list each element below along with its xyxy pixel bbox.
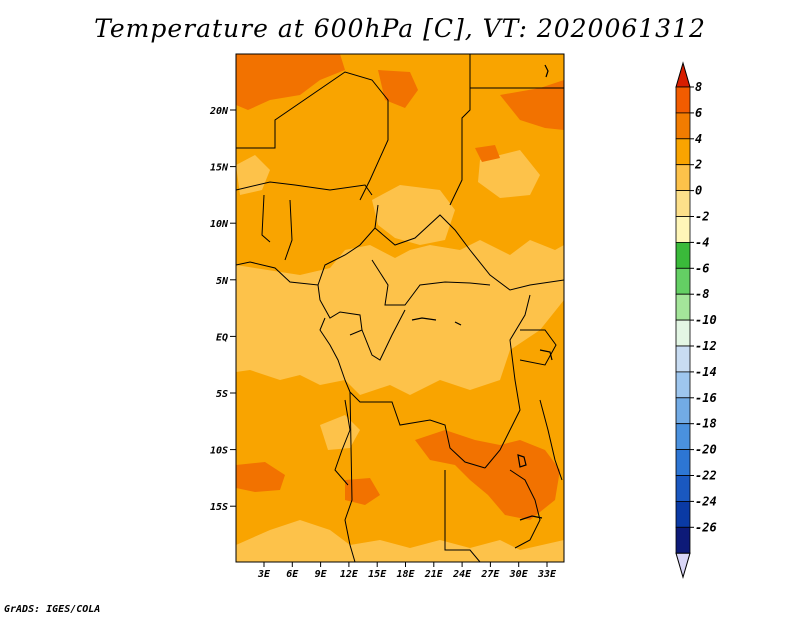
colorbar-band [675, 371, 691, 399]
field-region-4-6 [415, 430, 560, 520]
colorbar-band [675, 293, 691, 321]
colorbar-label: -2 [695, 210, 709, 224]
lat-tick-label: 10S [210, 446, 228, 457]
lon-tick-label: 9E [315, 569, 328, 580]
field-region-4-6 [345, 478, 380, 505]
colorbar-label: -12 [695, 339, 717, 353]
colorbar: 8 6 4 2 0 -2 -4 -6 -8 -10 -12 -14 -16 -18 -20 -22 -24 -26 [675, 61, 717, 579]
colorbar-band [675, 475, 691, 502]
colorbar-band [675, 164, 691, 191]
lat-tick-label: EQ [216, 332, 228, 343]
colorbar-label: -22 [695, 469, 717, 483]
lon-tick-label: 30E [509, 569, 529, 580]
colorbar-band [675, 500, 691, 528]
field-region-4-6 [475, 145, 500, 162]
colorbar-top-cap [675, 61, 691, 88]
colorbar-label: 8 [695, 80, 702, 94]
colorbar-band [675, 138, 691, 166]
field-region-4-6 [500, 80, 564, 130]
lon-tick-label: 6E [286, 569, 299, 580]
field-region-0-2 [236, 155, 270, 195]
lat-tick-label: 5S [216, 389, 228, 400]
lon-tick-label: 3E [257, 569, 271, 580]
lon-tick-label: 21E [424, 569, 444, 580]
colorbar-label: 4 [695, 132, 702, 146]
lat-tick-label: 5N [216, 276, 229, 287]
colorbar-label: -6 [695, 261, 709, 275]
field-region-0-2 [320, 415, 360, 450]
footer-credit: GrADS: IGES/COLA [4, 604, 101, 615]
colorbar-band [675, 190, 691, 217]
colorbar-label: -10 [695, 313, 717, 327]
colorbar-band [675, 449, 691, 476]
colorbar-band [675, 423, 691, 451]
colorbar-label: -26 [695, 520, 717, 534]
lat-tick-label: 10N [210, 219, 229, 230]
lat-tick-label: 15N [210, 163, 229, 174]
lon-tick-label: 27E [480, 569, 500, 580]
colorbar-label: -8 [695, 287, 709, 301]
colorbar-label: -4 [695, 235, 709, 249]
colorbar-band [675, 397, 691, 425]
colorbar-bottom-cap [675, 552, 691, 579]
lon-tick-label: 15E [368, 569, 387, 580]
colorbar-label: -20 [695, 443, 717, 457]
colorbar-label: -16 [695, 391, 717, 405]
field-region-4-6 [236, 462, 285, 492]
lat-tick-label: 20N [209, 106, 229, 117]
field-region-0-2 [236, 520, 564, 562]
lon-tick-label: 33E [537, 569, 557, 580]
map-title: Temperature at 600hPa [C], VT: 202006131… [94, 14, 706, 43]
colorbar-band [675, 526, 691, 554]
colorbar-band [675, 241, 691, 269]
colorbar-label: -14 [695, 365, 717, 379]
colorbar-label: -18 [695, 417, 717, 431]
colorbar-band [675, 267, 691, 295]
field-region-0-2 [236, 240, 564, 395]
lake-outlines [411, 64, 553, 521]
colorbar-band [675, 112, 691, 140]
latitude-axis: 20N 15N 10N 5N EQ 5S 10S 15S [209, 106, 236, 513]
lat-tick-label: 15S [210, 502, 228, 513]
country-borders [236, 54, 564, 562]
temperature-field [236, 54, 564, 562]
field-region-4-6 [236, 54, 345, 110]
colorbar-label: 6 [695, 106, 702, 120]
colorbar-label: -24 [695, 494, 717, 508]
colorbar-band [675, 319, 691, 347]
field-region-4-6 [378, 70, 418, 108]
lon-tick-label: 12E [340, 569, 359, 580]
lon-tick-label: 18E [396, 569, 415, 580]
colorbar-label: 0 [695, 184, 702, 198]
field-region-0-2 [478, 150, 540, 198]
colorbar-label: 2 [694, 158, 702, 172]
field-region-0-2 [372, 185, 455, 245]
colorbar-band [675, 86, 691, 114]
map-frame [235, 53, 565, 563]
colorbar-band [675, 216, 691, 243]
colorbar-band [675, 345, 691, 373]
longitude-axis: 3E 6E 9E 12E 15E 18E 21E 24E 27E 30E 33E [257, 562, 557, 580]
lon-tick-label: 24E [452, 569, 472, 580]
